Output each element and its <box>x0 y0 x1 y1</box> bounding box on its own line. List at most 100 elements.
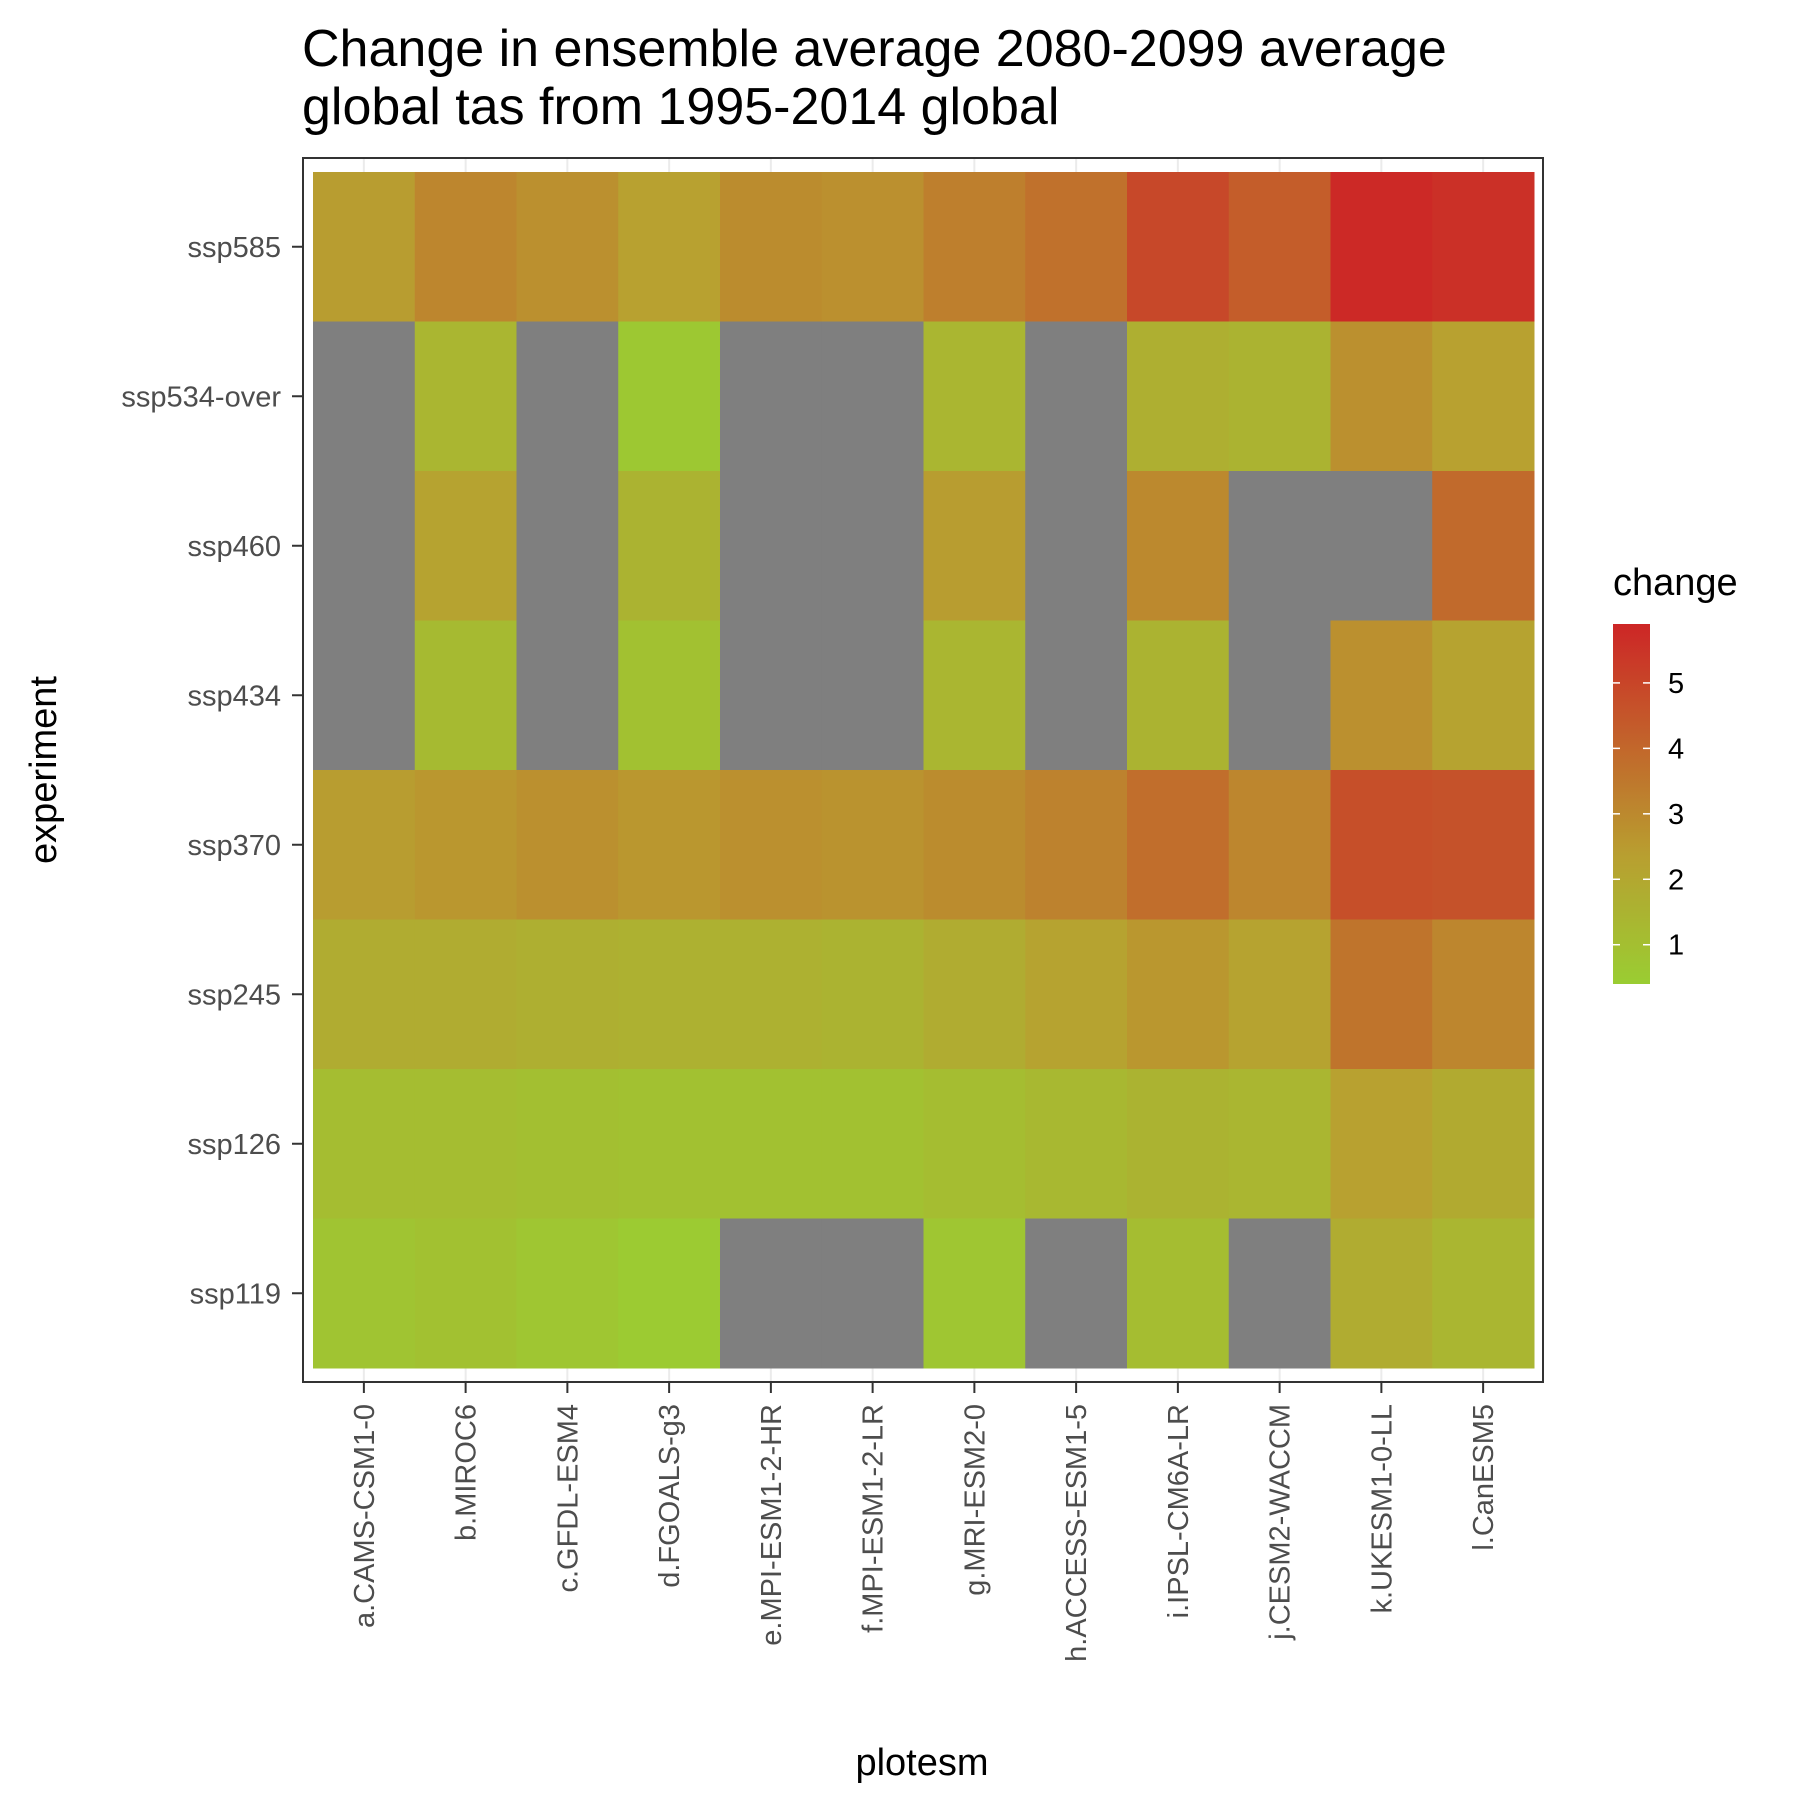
x-tick-label: a.CAMS-CSM1-0 <box>349 1404 381 1628</box>
heatmap-cell-ssp434-f.MPI-ESM1-2-LR <box>821 620 924 771</box>
heatmap-cell-ssp370-d.FGOALS-g3 <box>618 770 721 920</box>
y-tick-label: ssp434 <box>187 680 281 712</box>
heatmap-cell-ssp245-k.UKESM1-0-LL <box>1330 919 1433 1070</box>
heatmap-cell-ssp534-over-d.FGOALS-g3 <box>618 321 721 472</box>
heatmap-cell-ssp126-b.MIROC6 <box>414 1069 517 1219</box>
x-tick-label: c.GFDL-ESM4 <box>552 1404 584 1593</box>
heatmap-cell-ssp119-a.CAMS-CSM1-0 <box>313 1218 416 1369</box>
heatmap-cell-ssp245-l.CanESM5 <box>1432 919 1535 1070</box>
legend-tick-label: 2 <box>1668 864 1684 896</box>
heatmap-cell-ssp460-g.MRI-ESM2-0 <box>923 471 1026 621</box>
heatmap-cell-ssp370-a.CAMS-CSM1-0 <box>313 770 416 920</box>
heatmap-cell-ssp460-f.MPI-ESM1-2-LR <box>821 471 924 621</box>
x-tick-label: b.MIROC6 <box>451 1404 483 1541</box>
heatmap-cell-ssp119-g.MRI-ESM2-0 <box>923 1218 1026 1369</box>
heatmap-cell-ssp534-over-f.MPI-ESM1-2-LR <box>821 321 924 472</box>
x-tick-label: e.MPI-ESM1-2-HR <box>756 1404 788 1646</box>
heatmap-cell-ssp460-e.MPI-ESM1-2-HR <box>720 471 823 621</box>
x-tick-label: f.MPI-ESM1-2-LR <box>858 1404 890 1633</box>
x-axis-title: plotesm <box>855 1742 988 1784</box>
heatmap-cell-ssp370-c.GFDL-ESM4 <box>516 770 619 920</box>
heatmap-cell-ssp245-a.CAMS-CSM1-0 <box>313 919 416 1070</box>
heatmap-cell-ssp126-f.MPI-ESM1-2-LR <box>821 1069 924 1219</box>
heatmap-cell-ssp370-f.MPI-ESM1-2-LR <box>821 770 924 920</box>
heatmap-cell-ssp534-over-k.UKESM1-0-LL <box>1330 321 1433 472</box>
heatmap-cell-ssp119-k.UKESM1-0-LL <box>1330 1218 1433 1369</box>
x-tick-label: l.CanESM5 <box>1468 1404 1500 1551</box>
heatmap-cell-ssp585-j.CESM2-WACCM <box>1228 172 1331 322</box>
heatmap-cell-ssp370-j.CESM2-WACCM <box>1228 770 1331 920</box>
heatmap-cell-ssp370-k.UKESM1-0-LL <box>1330 770 1433 920</box>
heatmap-cell-ssp585-e.MPI-ESM1-2-HR <box>720 172 823 322</box>
color-legend: change 1 2 3 4 5 <box>1613 562 1738 984</box>
heatmap-cell-ssp126-i.IPSL-CM6A-LR <box>1127 1069 1230 1219</box>
x-tick-label: j.CESM2-WACCM <box>1265 1404 1297 1641</box>
legend-ticks: 1 2 3 4 5 <box>1613 668 1684 962</box>
x-tick-label: d.FGOALS-g3 <box>654 1404 686 1588</box>
heatmap-cell-ssp585-a.CAMS-CSM1-0 <box>313 172 416 322</box>
heatmap-cell-ssp119-b.MIROC6 <box>414 1218 517 1369</box>
heatmap-cell-ssp460-h.ACCESS-ESM1-5 <box>1025 471 1128 621</box>
heatmap-cell-ssp434-b.MIROC6 <box>414 620 517 771</box>
heatmap-cell-ssp585-k.UKESM1-0-LL <box>1330 172 1433 322</box>
heatmap-cell-ssp460-j.CESM2-WACCM <box>1228 471 1331 621</box>
heatmap-cell-ssp119-j.CESM2-WACCM <box>1228 1218 1331 1369</box>
heatmap-cell-ssp119-c.GFDL-ESM4 <box>516 1218 619 1369</box>
heatmap-cell-ssp119-i.IPSL-CM6A-LR <box>1127 1218 1230 1369</box>
heatmap-cell-ssp534-over-c.GFDL-ESM4 <box>516 321 619 472</box>
legend-tick-label: 1 <box>1668 930 1684 962</box>
heatmap-cell-ssp245-b.MIROC6 <box>414 919 517 1070</box>
chart-title-line-1: Change in ensemble average 2080-2099 ave… <box>302 20 1447 78</box>
heatmap-cell-ssp119-f.MPI-ESM1-2-LR <box>821 1218 924 1369</box>
heatmap-cell-ssp126-h.ACCESS-ESM1-5 <box>1025 1069 1128 1219</box>
heatmap-cell-ssp460-d.FGOALS-g3 <box>618 471 721 621</box>
heatmap-cell-ssp370-e.MPI-ESM1-2-HR <box>720 770 823 920</box>
heatmap-cell-ssp434-i.IPSL-CM6A-LR <box>1127 620 1230 771</box>
heatmap-cell-ssp126-d.FGOALS-g3 <box>618 1069 721 1219</box>
heatmap-cell-ssp434-g.MRI-ESM2-0 <box>923 620 1026 771</box>
heatmap-cell-ssp245-j.CESM2-WACCM <box>1228 919 1331 1070</box>
heatmap-cell-ssp534-over-a.CAMS-CSM1-0 <box>313 321 416 472</box>
y-tick-label: ssp126 <box>187 1129 281 1161</box>
heatmap-cell-ssp126-c.GFDL-ESM4 <box>516 1069 619 1219</box>
heatmap-cell-ssp245-e.MPI-ESM1-2-HR <box>720 919 823 1070</box>
heatmap-cell-ssp460-k.UKESM1-0-LL <box>1330 471 1433 621</box>
heatmap-cell-ssp534-over-h.ACCESS-ESM1-5 <box>1025 321 1128 472</box>
heatmap-cell-ssp119-d.FGOALS-g3 <box>618 1218 721 1369</box>
y-tick-label: ssp585 <box>187 232 281 264</box>
heatmap-cell-ssp460-l.CanESM5 <box>1432 471 1535 621</box>
heatmap-cell-ssp126-a.CAMS-CSM1-0 <box>313 1069 416 1219</box>
heatmap-cell-ssp370-b.MIROC6 <box>414 770 517 920</box>
heatmap-cell-ssp126-l.CanESM5 <box>1432 1069 1535 1219</box>
chart-title-line-2: global tas from 1995-2014 global <box>302 78 1059 136</box>
heatmap-cell-ssp534-over-l.CanESM5 <box>1432 321 1535 472</box>
heatmap-cell-ssp434-k.UKESM1-0-LL <box>1330 620 1433 771</box>
heatmap-cell-ssp585-d.FGOALS-g3 <box>618 172 721 322</box>
heatmap-cell-ssp434-l.CanESM5 <box>1432 620 1535 771</box>
heatmap-cell-ssp370-g.MRI-ESM2-0 <box>923 770 1026 920</box>
heatmap-cell-ssp585-i.IPSL-CM6A-LR <box>1127 172 1230 322</box>
heatmap-cell-ssp245-c.GFDL-ESM4 <box>516 919 619 1070</box>
heatmap-cell-ssp534-over-b.MIROC6 <box>414 321 517 472</box>
heatmap-cell-ssp585-g.MRI-ESM2-0 <box>923 172 1026 322</box>
y-tick-label: ssp370 <box>187 830 281 862</box>
legend-tick-label: 3 <box>1668 799 1684 831</box>
heatmap-cell-ssp460-a.CAMS-CSM1-0 <box>313 471 416 621</box>
heatmap-cell-ssp245-h.ACCESS-ESM1-5 <box>1025 919 1128 1070</box>
heatmap-cell-ssp126-k.UKESM1-0-LL <box>1330 1069 1433 1219</box>
heatmap-cell-ssp119-h.ACCESS-ESM1-5 <box>1025 1218 1128 1369</box>
heatmap-cell-ssp534-over-e.MPI-ESM1-2-HR <box>720 321 823 472</box>
heatmap-cell-ssp434-c.GFDL-ESM4 <box>516 620 619 771</box>
heatmap-cell-ssp119-e.MPI-ESM1-2-HR <box>720 1218 823 1369</box>
heatmap-cell-ssp126-e.MPI-ESM1-2-HR <box>720 1069 823 1219</box>
heatmap-cell-ssp370-h.ACCESS-ESM1-5 <box>1025 770 1128 920</box>
x-tick-label: i.IPSL-CM6A-LR <box>1163 1404 1195 1618</box>
heatmap-cell-ssp126-j.CESM2-WACCM <box>1228 1069 1331 1219</box>
y-tick-label: ssp119 <box>190 1278 281 1310</box>
heatmap-cells <box>313 172 1535 1369</box>
y-tick-label: ssp460 <box>187 531 281 563</box>
heatmap-cell-ssp126-g.MRI-ESM2-0 <box>923 1069 1026 1219</box>
heatmap-cell-ssp434-j.CESM2-WACCM <box>1228 620 1331 771</box>
heatmap-cell-ssp434-h.ACCESS-ESM1-5 <box>1025 620 1128 771</box>
